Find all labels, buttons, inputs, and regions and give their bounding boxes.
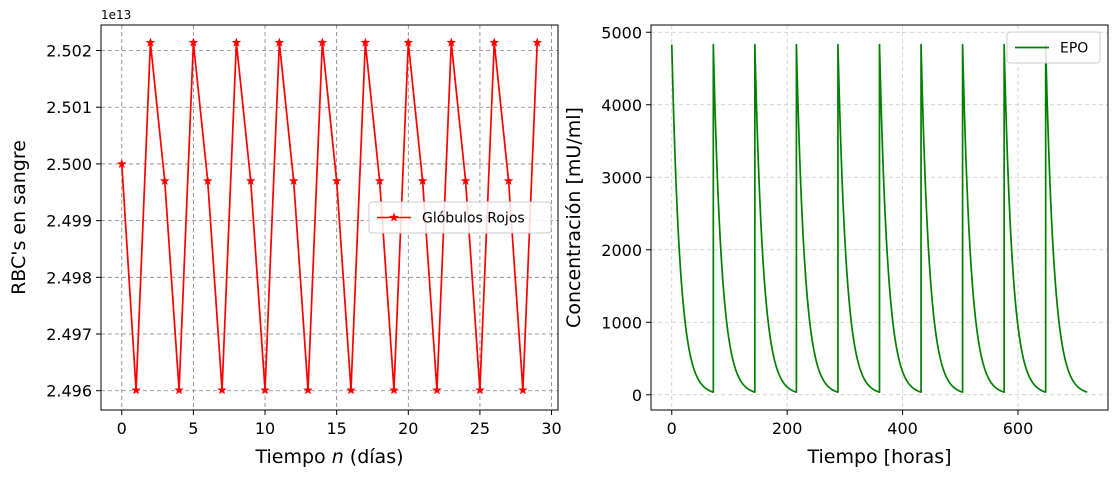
rbc-data-point [202,175,213,185]
epo-y-tick-label: 0 [632,386,642,405]
rbc-data-point [432,385,442,395]
epo-y-axis-label: Concentración [mU/ml] [563,107,585,328]
rbc-data-point [446,37,457,47]
rbc-data-point [303,385,313,395]
rbc-x-axis-label: Tiempo n (días) [254,446,403,468]
rbc-data-point [260,385,270,395]
rbc-x-tick-label: 0 [117,419,127,438]
epo-legend-label: EPO [1060,41,1088,57]
rbc-data-point [389,385,399,395]
rbc-x-tick-label: 15 [326,419,346,438]
epo-x-tick-label: 600 [1003,419,1034,438]
epo-x-tick-label: 0 [667,419,677,438]
rbc-data-point [346,385,356,395]
rbc-data-point [274,37,285,47]
rbc-data-point [174,385,184,395]
rbc-data-point [117,158,127,168]
epo-x-axis-label: Tiempo [horas] [806,446,951,468]
rbc-data-point [518,385,528,395]
rbc-x-tick-label: 25 [470,419,490,438]
epo-y-tick-label: 5000 [601,23,642,42]
rbc-x-tick-label: 20 [398,419,418,438]
epo-y-tick-label: 4000 [601,96,642,115]
rbc-data-point [374,175,385,185]
rbc-data-point [231,37,242,47]
rbc-data-point [503,175,514,185]
epo-axes-frame [650,24,1109,411]
rbc-y-tick-label: 2.499 [46,212,92,231]
rbc-y-offset-text: 1e13 [101,8,131,22]
rbc-legend-label: Glóbulos Rojos [422,211,525,227]
epo-ticks: 0 200 400 600 0 1000 2000 3000 4000 5000 [601,23,1033,438]
rbc-data-point [288,175,299,185]
rbc-data-point [460,175,471,185]
epo-y-tick-label: 1000 [601,313,642,332]
rbc-legend: Glóbulos Rojos [368,201,552,234]
rbc-data-point [475,385,485,395]
rbc-data-point [532,37,542,47]
rbc-data-point [131,385,141,395]
rbc-data-point [245,175,256,185]
rbc-data-point [360,37,371,47]
rbc-data-point [331,175,342,185]
epo-x-tick-label: 400 [887,419,918,438]
rbc-ticks: 0 5 10 15 20 25 30 2.496 2.497 2.498 2.499 2.500 2.5… [46,42,562,438]
epo-chart: 0 200 400 600 0 1000 2000 3000 4000 5000 Tiempo [… [563,23,1109,468]
rbc-data-point [417,175,428,185]
rbc-y-tick-label: 2.501 [46,98,92,117]
rbc-x-tick-label: 5 [188,419,198,438]
rbc-y-tick-label: 2.500 [46,155,92,174]
rbc-data-point [489,37,499,47]
rbc-x-tick-label: 30 [541,419,561,438]
rbc-data-point [217,385,227,395]
epo-legend-box [1006,31,1101,64]
rbc-data-point [145,37,156,47]
rbc-x-tick-label: 10 [255,419,275,438]
epo-y-tick-label: 3000 [601,168,642,187]
rbc-legend-marker [389,212,399,222]
rbc-axes-frame [100,24,559,411]
rbc-data-point [403,37,414,47]
rbc-data-point [188,37,199,47]
rbc-y-tick-label: 2.498 [46,268,92,287]
rbc-y-tick-label: 2.496 [46,382,92,401]
rbc-y-axis-label: RBC's en sangre [8,140,30,295]
rbc-legend-box [368,201,552,234]
epo-legend: EPO [1006,31,1101,64]
rbc-chart: 0 5 10 15 20 25 30 2.496 2.497 2.498 2.499 2.500 2.5… [8,8,562,468]
rbc-y-tick-label: 2.497 [46,325,92,344]
rbc-y-tick-label: 2.502 [46,42,92,61]
epo-y-tick-label: 2000 [601,241,642,260]
rbc-data-point [160,175,170,185]
epo-series-line [670,43,1088,394]
rbc-data-point [317,37,328,47]
epo-series [670,43,1088,394]
epo-x-tick-label: 200 [772,419,803,438]
